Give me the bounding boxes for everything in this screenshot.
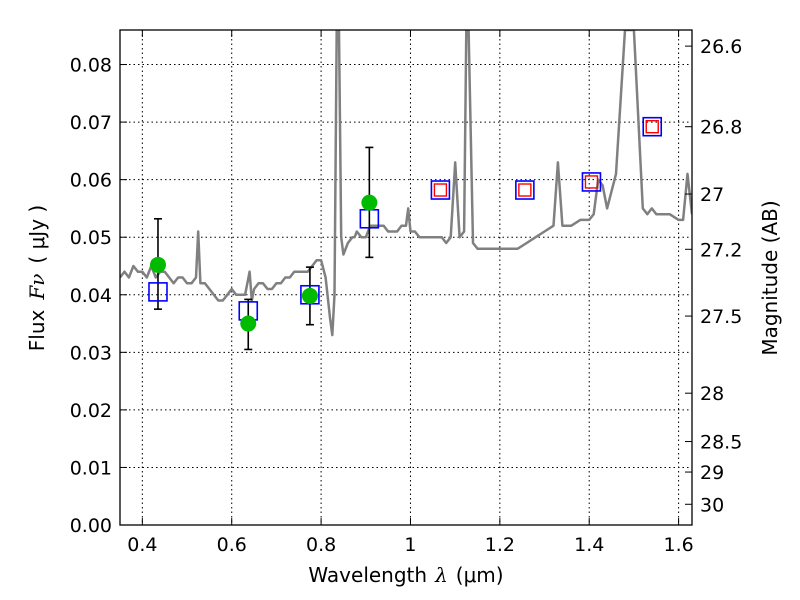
y-tick-label: 0.06 — [70, 170, 112, 192]
y-axis-unit: ( μJy ) — [25, 205, 49, 264]
y2-tick-label: 27 — [700, 184, 724, 206]
y-tick-label: 0.03 — [70, 342, 112, 364]
x-tick-label: 0.6 — [217, 534, 247, 556]
y2-tick-label: 26.6 — [700, 36, 742, 58]
x-tick-label: 1.4 — [574, 534, 604, 556]
x-axis-label: Wavelength λ (μm) — [308, 563, 503, 587]
upper-limit-square — [645, 119, 659, 134]
x-axis-symbol: λ — [434, 563, 448, 587]
y2-axis-label: Magnitude (AB) — [758, 200, 782, 355]
y-tick-label: 0.00 — [70, 515, 112, 537]
y-tick-label: 0.08 — [70, 55, 112, 77]
x-axis-label-prefix: Wavelength — [308, 563, 427, 587]
y2-tick-label: 27.5 — [700, 306, 742, 328]
plot-area — [120, 30, 692, 351]
model-spectrum-line — [120, 30, 692, 337]
model-photometry-square — [581, 172, 602, 192]
grid-lines — [120, 30, 692, 526]
axes-frame — [119, 29, 693, 526]
upper-limit-square — [518, 183, 532, 197]
upper-limit-square — [433, 183, 448, 197]
x-axis-unit: (μm) — [456, 563, 504, 587]
axis-ticks: 0.4 0.6 0.8 1 1.2 1.4 1.6 0.00 0.01 0.02 0.03 0.04 0… — [70, 30, 742, 556]
x-tick-label: 1.2 — [485, 534, 515, 556]
x-tick-label: 0.4 — [127, 534, 157, 556]
model-photometry-square — [148, 282, 168, 302]
model-photometry-square — [642, 116, 663, 137]
y2-tick-label: 28.5 — [700, 432, 742, 454]
observed-flux-point — [240, 315, 257, 332]
x-tick-label: 0.8 — [306, 534, 336, 556]
y-tick-label: 0.01 — [70, 457, 112, 479]
y2-tick-label: 28 — [700, 383, 724, 405]
upper-limit-square — [584, 175, 599, 189]
x-tick-label: 1 — [404, 534, 416, 556]
y2-tick-label: 27.2 — [700, 239, 742, 261]
y2-tick-label: 29 — [700, 462, 724, 484]
observed-flux-point — [301, 287, 318, 304]
model-photometry-square — [515, 180, 535, 200]
y-axis-symbol: Fν — [25, 274, 49, 301]
model-photometry-square — [430, 180, 451, 200]
y-axis-label: Flux Fν ( μJy ) — [25, 205, 49, 351]
y-axis-label-prefix: Flux — [25, 309, 49, 351]
y-tick-label: 0.05 — [70, 227, 112, 249]
x-tick-label: 1.6 — [663, 534, 693, 556]
y-tick-label: 0.02 — [70, 400, 112, 422]
observed-flux-point — [149, 256, 166, 273]
y2-tick-label: 30 — [700, 494, 724, 516]
observed-flux-point — [361, 194, 378, 211]
y-tick-label: 0.07 — [70, 112, 112, 134]
y-tick-label: 0.04 — [70, 285, 112, 307]
y2-tick-label: 26.8 — [700, 117, 742, 139]
